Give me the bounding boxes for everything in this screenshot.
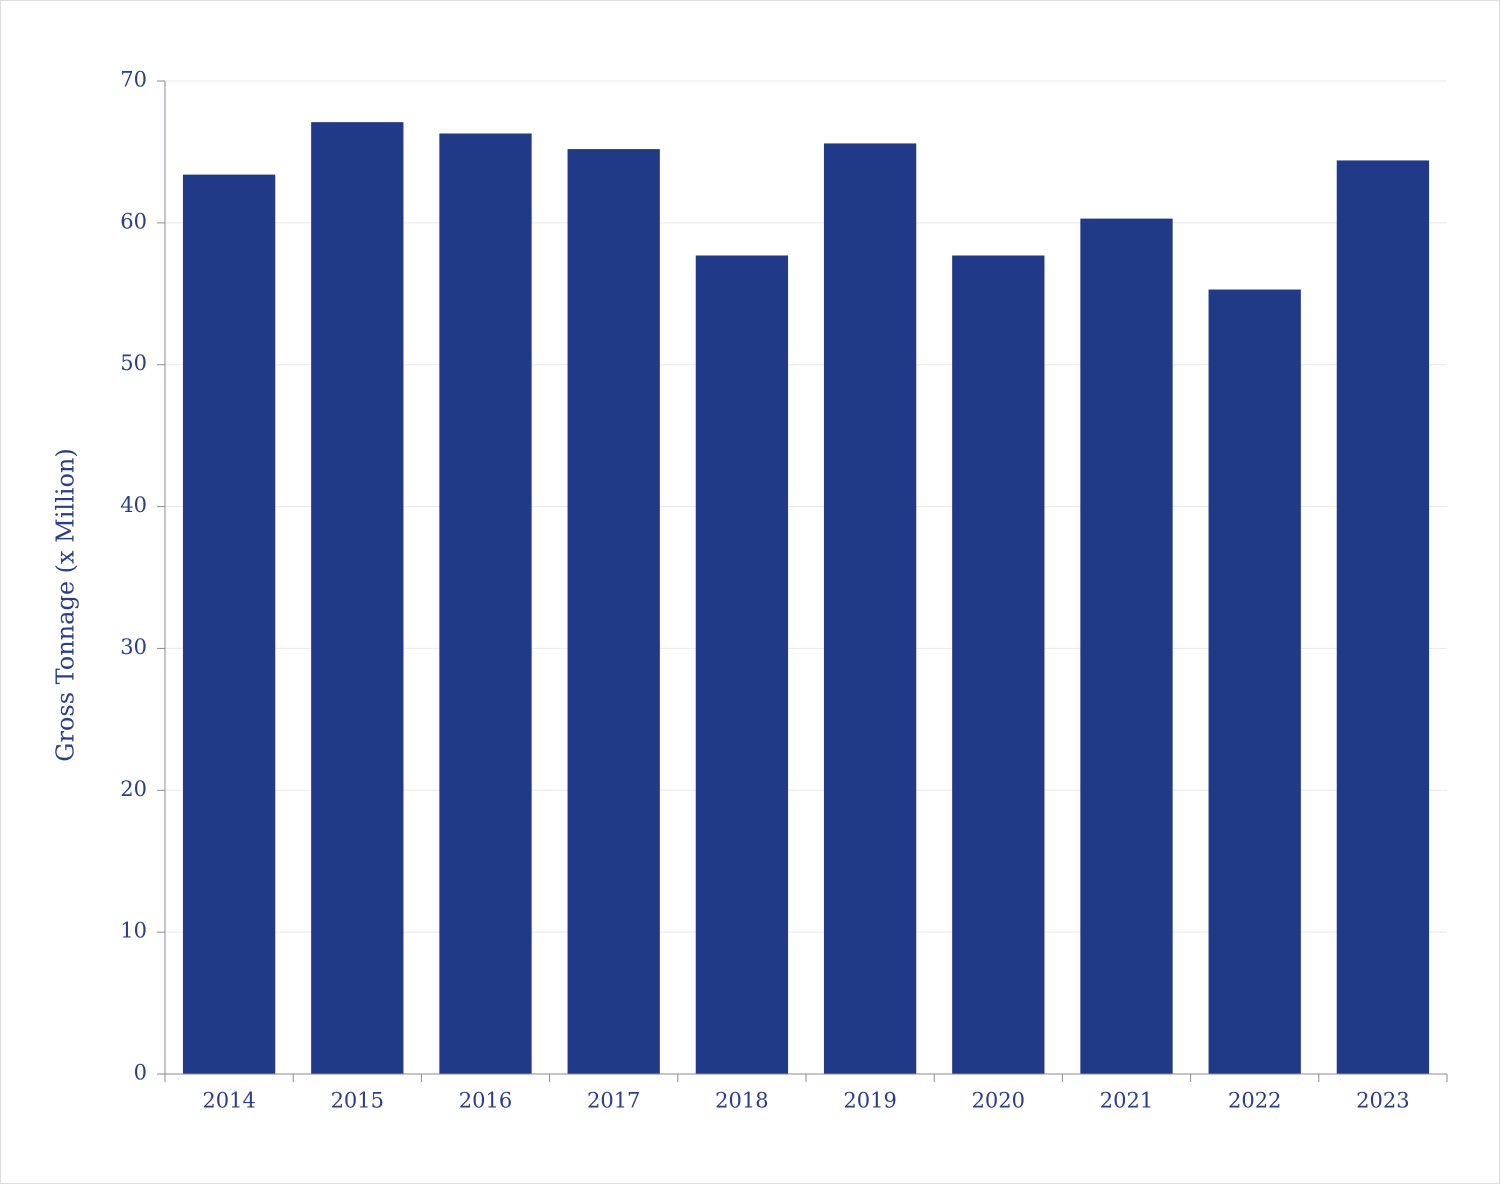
bar [182,174,276,1074]
bar [439,133,532,1075]
x-tick-label: 2015 [331,1089,384,1113]
x-tick-label: 2016 [459,1089,512,1113]
x-tick-label: 2023 [1356,1089,1409,1113]
y-tick-label: 40 [120,493,147,517]
y-tick-label: 30 [120,635,147,659]
y-tick-label: 10 [120,919,147,943]
x-tick-label: 2017 [587,1089,640,1113]
y-tick-label: 70 [120,68,147,92]
x-tick-label: 2021 [1100,1089,1153,1113]
bar [1336,160,1430,1074]
x-tick-label: 2018 [715,1089,768,1113]
x-tick-label: 2022 [1228,1089,1281,1113]
y-tick-label: 60 [120,209,147,233]
bar [567,149,660,1074]
y-tick-label: 50 [120,351,147,375]
y-axis-label: Gross Tonnage (x Million) [52,448,80,761]
bar [311,122,404,1075]
x-tick-label: 2014 [202,1089,255,1113]
bar [823,143,917,1075]
x-tick-label: 2019 [843,1089,896,1113]
bar [1208,289,1301,1074]
bar [1080,218,1173,1074]
bar [952,255,1045,1075]
y-tick-label: 0 [134,1061,147,1085]
bar [695,255,789,1075]
x-tick-label: 2020 [972,1089,1025,1113]
y-tick-label: 20 [120,777,147,801]
